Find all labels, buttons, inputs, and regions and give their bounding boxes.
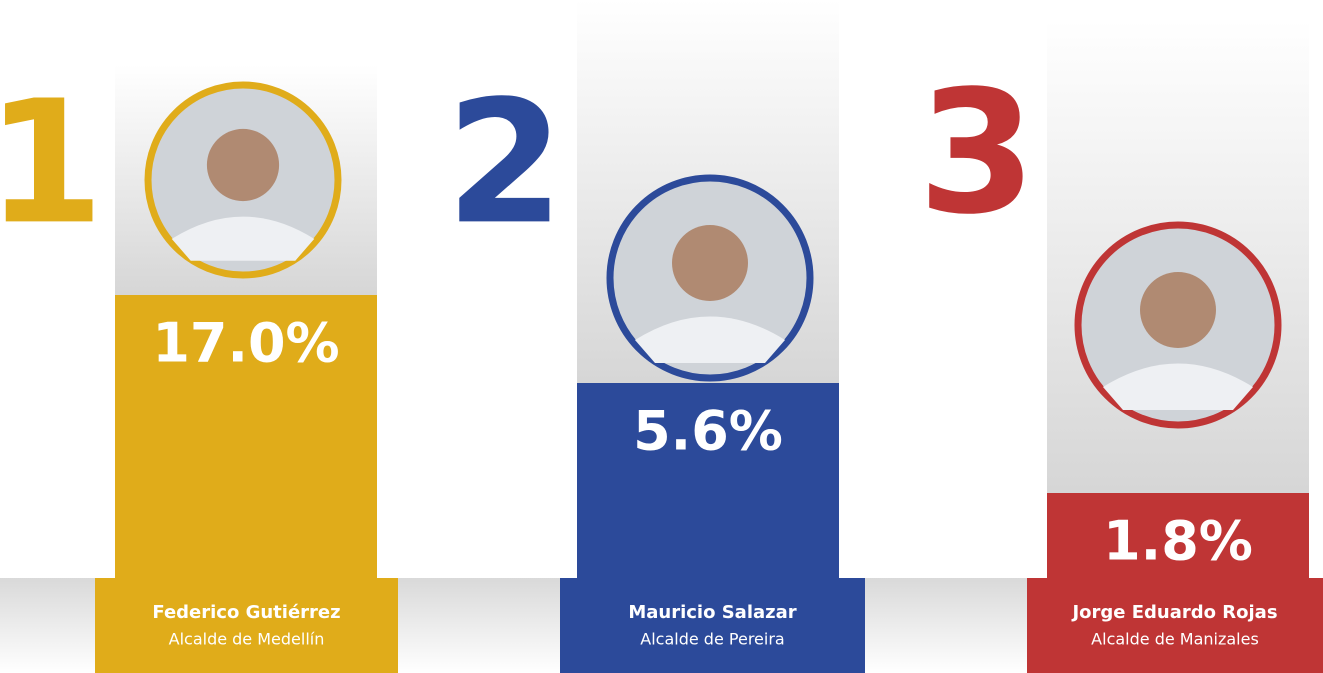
candidate-name: Mauricio Salazar: [628, 602, 796, 623]
rank-number: 3: [918, 54, 1036, 252]
photo-body: [635, 316, 785, 363]
photo-head: [1140, 272, 1216, 348]
photo-body: [1103, 363, 1253, 410]
percent: 5.6%: [633, 400, 783, 463]
rank-number: 1: [0, 64, 104, 262]
rank-number: 2: [446, 64, 564, 262]
photo-head: [206, 128, 280, 202]
photo-head: [672, 225, 748, 301]
base: [95, 578, 398, 673]
candidate-role: Alcalde de Pereira: [640, 630, 784, 649]
candidate-name: Federico Gutiérrez: [152, 602, 340, 623]
candidate-name: Jorge Eduardo Rojas: [1070, 602, 1277, 623]
photo-body: [171, 216, 315, 261]
bar: [1047, 493, 1309, 578]
percent: 1.8%: [1103, 510, 1253, 573]
bar: [577, 383, 839, 578]
candidate-role: Alcalde de Manizales: [1091, 630, 1259, 649]
candidate-role: Alcalde de Medellín: [169, 630, 325, 649]
percent: 17.0%: [152, 312, 339, 375]
bar: [115, 295, 377, 578]
base: [1027, 578, 1323, 673]
base: [560, 578, 865, 673]
